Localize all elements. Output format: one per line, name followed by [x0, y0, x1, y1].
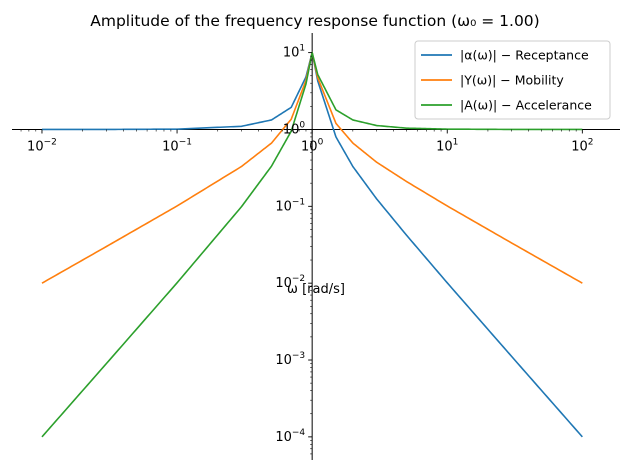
- y-tick-label: 10−3: [275, 351, 305, 368]
- y-tick-label: 10−1: [275, 197, 305, 214]
- chart-title: Amplitude of the frequency response func…: [90, 12, 539, 30]
- series-layer: [41, 51, 583, 438]
- series-line-3: [41, 51, 583, 438]
- x-tick-label: 101: [436, 137, 458, 154]
- y-tick-label: 101: [283, 44, 305, 61]
- x-tick-label: 10−2: [27, 137, 57, 154]
- legend-label-3: |A(ω)| − Accelerance: [460, 98, 592, 113]
- y-tick-label: 100: [283, 120, 306, 137]
- x-tick-label: 10−1: [162, 137, 192, 154]
- legend-label-2: |Y(ω)| − Mobility: [460, 73, 564, 88]
- y-tick-label: 10−2: [275, 274, 305, 291]
- legend: |α(ω)| − Receptance |Y(ω)| − Mobility |A(ω…: [414, 40, 611, 120]
- x-tick-label: 102: [571, 137, 593, 154]
- x-axis-label: ω [rad/s]: [287, 282, 345, 297]
- legend-label-1: |α(ω)| − Receptance: [460, 48, 589, 63]
- y-tick-label: 10−4: [275, 428, 305, 445]
- x-tick-label: 100: [301, 137, 324, 154]
- legend-frame: [414, 40, 611, 120]
- ticks-layer: 10−2 10−1 100 101 102 10−4 10−3 10−2 10−1 100 101: [20, 44, 593, 455]
